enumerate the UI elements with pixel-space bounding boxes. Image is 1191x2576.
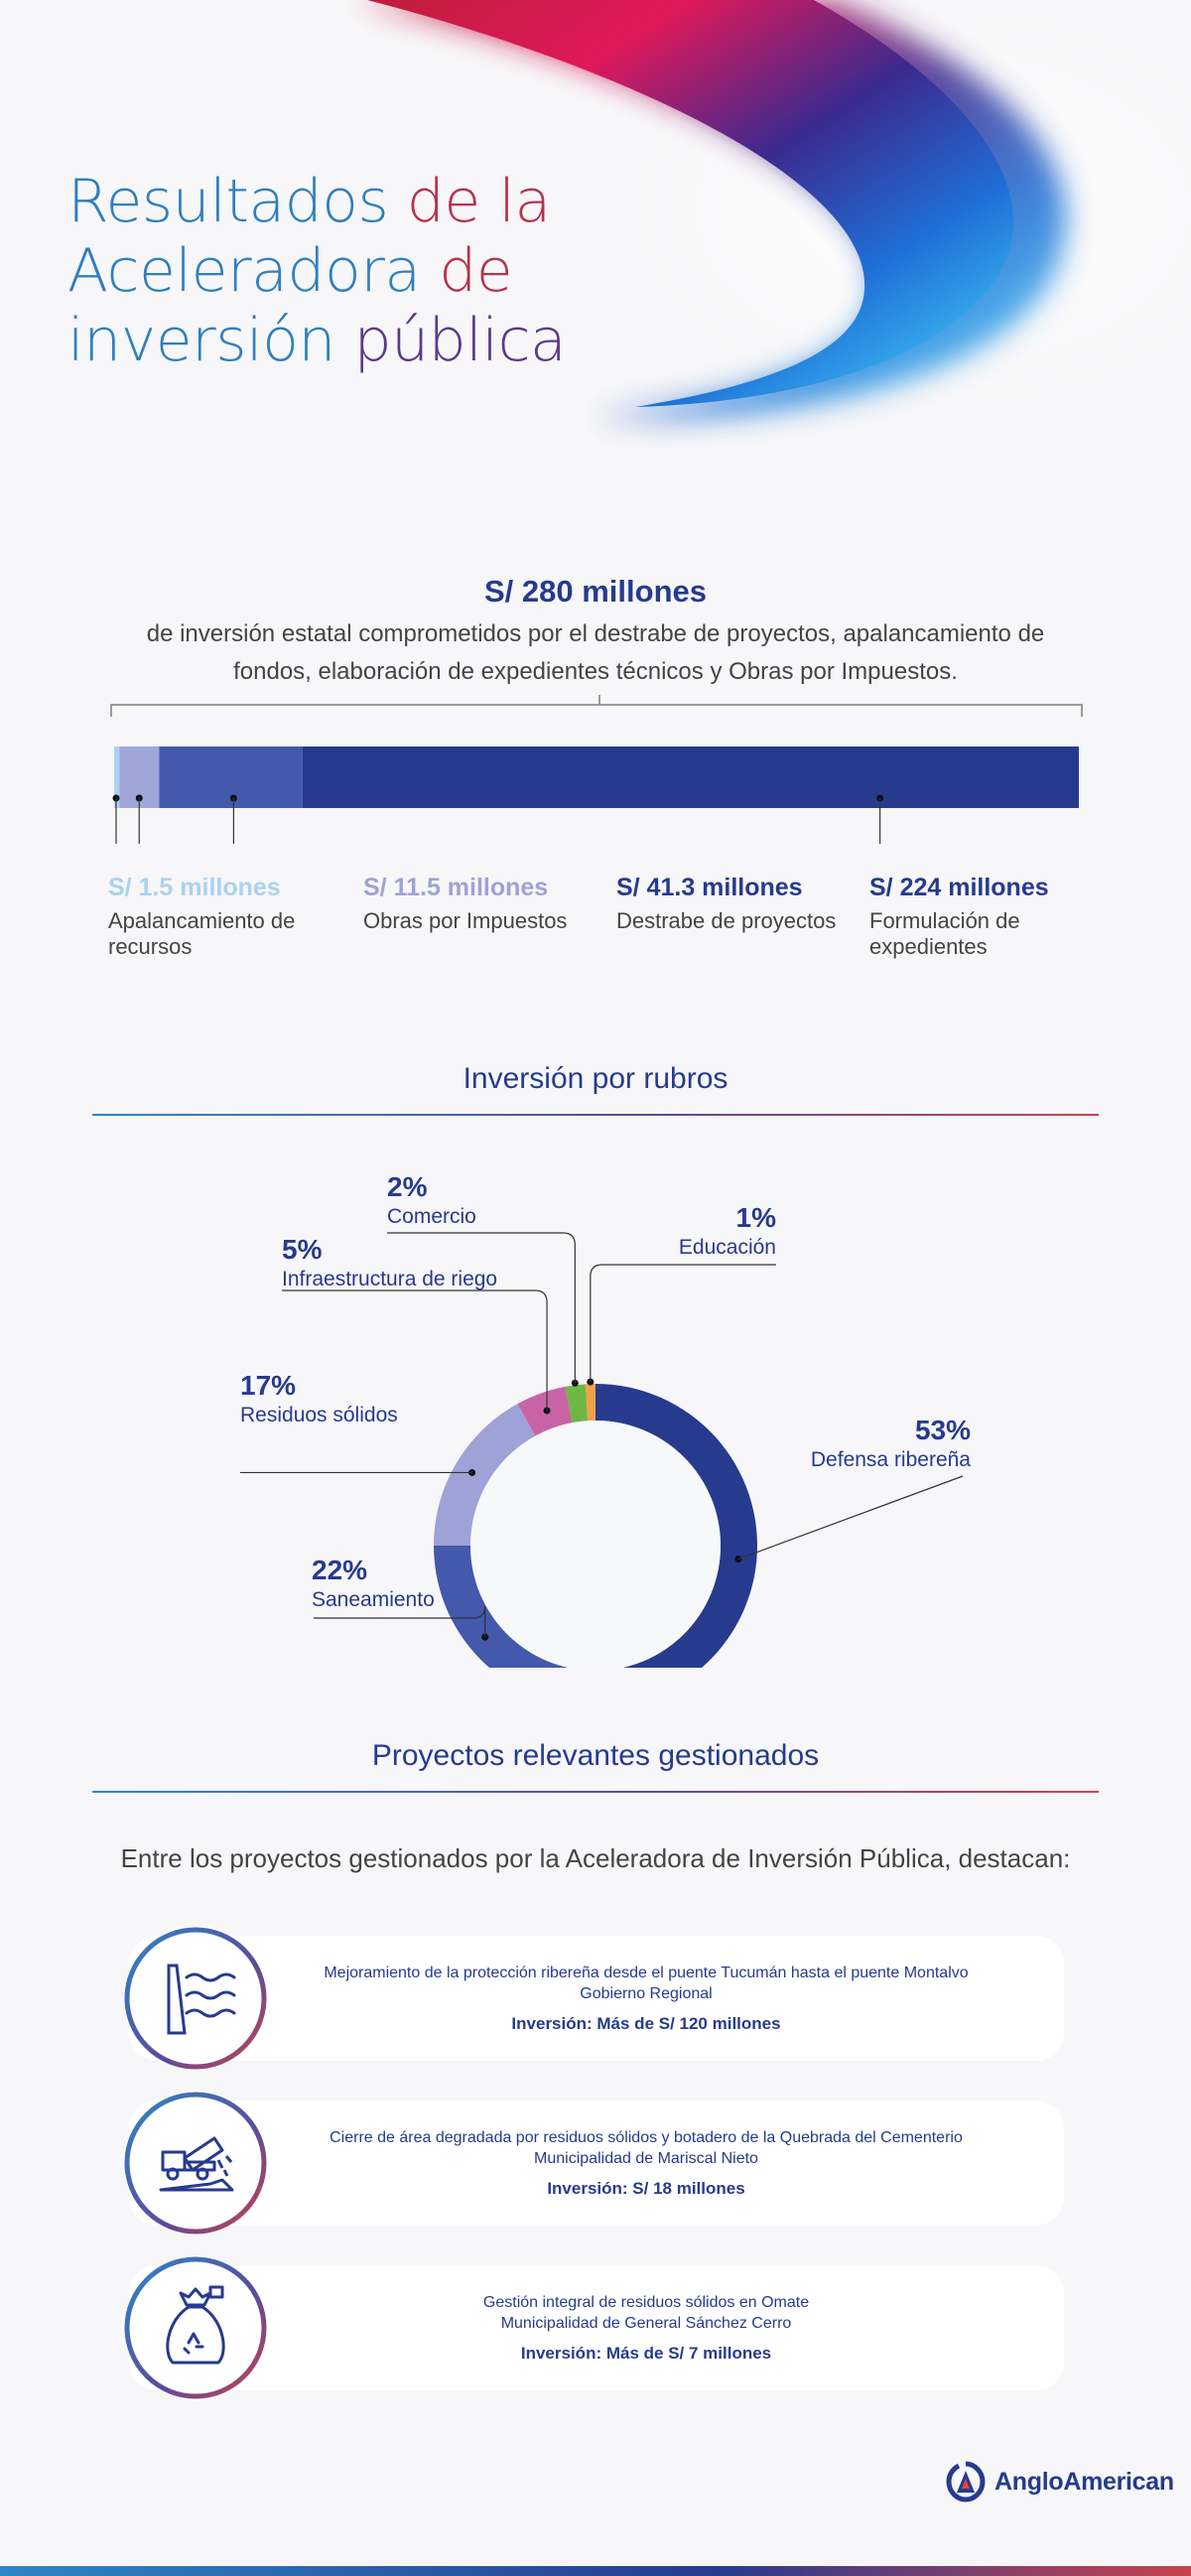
bar-value-label: S/ 224 millones	[869, 874, 1049, 901]
bar-leader-line-2	[138, 798, 140, 844]
donut-category-label: Saneamiento	[312, 1588, 435, 1611]
donut-category-label: Residuos sólidos	[240, 1404, 398, 1426]
project-description: Cierre de área degradada por residuos só…	[330, 2129, 963, 2146]
donut-leader-line-6	[590, 1264, 776, 1383]
logo-text: AngloAmerican	[994, 2467, 1174, 2496]
project-organization: Gobierno Regional	[580, 1985, 713, 2002]
donut-label-1: 53% Defensa ribereña	[802, 1415, 971, 1472]
bottom-strip	[0, 2566, 1191, 2576]
donut-leader-line-2	[314, 1605, 486, 1638]
donut-category-label: Defensa ribereña	[810, 1448, 971, 1471]
donut-slice-1	[596, 1384, 757, 1668]
donut-leader-line-4	[282, 1289, 548, 1412]
investment-stacked-bar-chart	[110, 695, 1083, 844]
title-line-3: inversión pública	[67, 306, 567, 375]
donut-category-label: Comercio	[387, 1205, 476, 1228]
section-divider	[92, 1791, 1099, 1793]
dump-truck-icon	[123, 2091, 268, 2236]
donut-category-label: Infraestructura de riego	[282, 1268, 498, 1290]
title-word: Resultados	[67, 167, 407, 236]
donut-percent-label: 53%	[914, 1415, 971, 1445]
total-bracket	[110, 704, 1083, 717]
donut-label-2: 22% Saneamiento	[312, 1555, 510, 1612]
donut-leader-dot-2	[481, 1633, 489, 1641]
donut-percent-label: 22%	[312, 1555, 368, 1585]
project-description: Gestión integral de residuos sólidos en …	[482, 2294, 810, 2311]
bar-label-4: S/ 224 millones Formulación de expediente…	[869, 874, 1108, 960]
bar-leader-line-3	[232, 798, 235, 844]
rubros-donut-chart	[240, 1232, 964, 1668]
projects-intro: Entre los proyectos gestionados por la A…	[120, 1843, 1071, 1873]
donut-slice-6	[585, 1384, 596, 1422]
anglo-american-logo: AngloAmerican	[945, 2461, 1174, 2503]
bar-segment-1	[114, 746, 120, 808]
title-line-2: Aceleradora de	[67, 236, 566, 306]
recycling-bag-icon	[123, 2255, 268, 2400]
section-title-rubros: Inversión por rubros	[463, 1062, 728, 1095]
title-word: Aceleradora	[67, 236, 440, 306]
section-divider	[92, 1114, 1099, 1116]
bar-value-label: S/ 1.5 millones	[108, 874, 281, 901]
bar-category-label: Destrabe de proyectos	[616, 908, 837, 933]
donut-percent-label: 2%	[387, 1171, 428, 1202]
header-swoosh	[357, 0, 1191, 419]
page-title: Resultados de la Aceleradora de inversió…	[67, 167, 567, 375]
river-protection-icon	[123, 1926, 268, 2071]
bar-label-2: S/ 11.5 millones Obras por Impuestos	[363, 874, 601, 934]
donut-label-5: 2% Comercio	[387, 1171, 586, 1229]
title-word: de la	[406, 167, 552, 236]
project-description: Mejoramiento de la protección ribereña d…	[324, 1965, 969, 1981]
donut-percent-label: 1%	[735, 1202, 776, 1233]
bar-value-label: S/ 11.5 millones	[363, 874, 549, 901]
bar-category-label: Apalancamiento de recursos	[108, 908, 296, 959]
donut-label-6: 1% Educación	[677, 1202, 776, 1260]
project-card-3: Gestión integral de residuos sólidos en …	[129, 2265, 1064, 2390]
donut-leader-line-1	[737, 1475, 964, 1560]
project-card-1: Mejoramiento de la protección ribereña d…	[129, 1936, 1064, 2061]
donut-hole	[470, 1421, 721, 1668]
donut-leader-line-5	[387, 1232, 576, 1384]
project-organization: Municipalidad de Mariscal Nieto	[534, 2150, 758, 2167]
donut-slice-2	[434, 1546, 570, 1668]
bar-category-label: Formulación de expedientes	[869, 908, 1020, 959]
project-organization: Municipalidad de General Sánchez Cerro	[500, 2315, 792, 2332]
donut-label-3: 17% Residuos sólidos	[240, 1370, 478, 1427]
donut-percent-label: 5%	[282, 1234, 323, 1265]
bar-value-label: S/ 41.3 millones	[616, 874, 803, 901]
total-investment-description: de inversión estatal comprometidos por e…	[146, 620, 1045, 685]
section-title-projects: Proyectos relevantes gestionados	[371, 1739, 820, 1772]
title-word: de	[439, 236, 513, 306]
title-word: pública	[353, 306, 567, 375]
bar-label-3: S/ 41.3 millones Destrabe de proyectos	[616, 874, 855, 934]
bar-segment-4	[302, 746, 1079, 808]
project-investment: Inversión: Más de S/ 120 millones	[511, 2014, 781, 2033]
logo-mark-icon	[946, 2461, 986, 2503]
project-card-2: Cierre de área degradada por residuos só…	[129, 2101, 1064, 2226]
title-line-1: Resultados de la	[67, 167, 566, 236]
donut-slice-5	[565, 1384, 589, 1424]
project-investment: Inversión: S/ 18 millones	[547, 2179, 745, 2198]
project-investment: Inversión: Más de S/ 7 millones	[520, 2344, 772, 2363]
title-word: inversión	[67, 306, 354, 375]
bar-label-1: S/ 1.5 millones Apalancamiento de recurso…	[108, 874, 346, 960]
bar-category-label: Obras por Impuestos	[363, 908, 568, 933]
donut-percent-label: 17%	[240, 1370, 297, 1401]
donut-label-4: 5% Infraestructura de riego	[282, 1234, 580, 1291]
donut-category-label: Educación	[678, 1236, 776, 1259]
donut-slice-3	[434, 1404, 536, 1546]
total-investment-amount: S/ 280 millones	[484, 574, 707, 609]
